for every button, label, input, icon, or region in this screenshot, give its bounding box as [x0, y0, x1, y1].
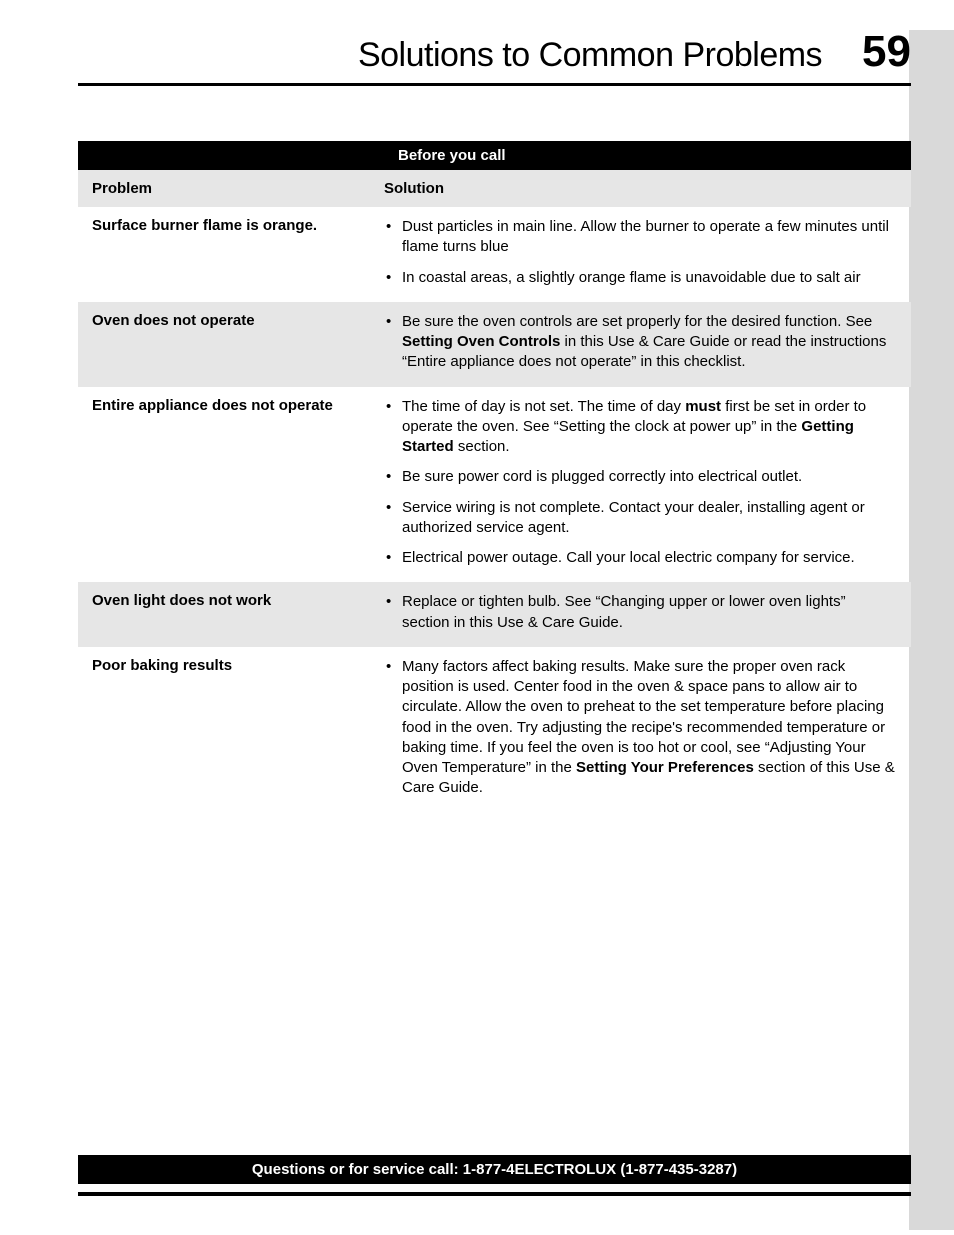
table-section-label: Before you call — [78, 141, 911, 170]
table-header-row: Problem Solution — [78, 170, 911, 207]
solution-cell: Replace or tighten bulb. See “Changing u… — [384, 592, 897, 633]
solution-cell: The time of day is not set. The time of … — [384, 397, 897, 569]
solution-cell: Dust particles in main line. Allow the b… — [384, 217, 897, 288]
table-row: Oven does not operate Be sure the oven c… — [78, 302, 911, 387]
page-header: Solutions to Common Problems 59 — [78, 30, 911, 86]
solution-cell: Be sure the oven controls are set proper… — [384, 312, 897, 373]
footer-service-line: Questions or for service call: 1-877-4EL… — [78, 1155, 911, 1184]
side-tab — [909, 30, 954, 1230]
list-item: Dust particles in main line. Allow the b… — [384, 217, 897, 258]
table-row: Poor baking results Many factors affect … — [78, 647, 911, 813]
solution-cell: Many factors affect baking results. Make… — [384, 657, 897, 799]
problem-cell: Surface burner flame is orange. — [92, 217, 384, 288]
problem-cell: Oven does not operate — [92, 312, 384, 373]
page-footer: Questions or for service call: 1-877-4EL… — [78, 1155, 911, 1196]
table-row: Oven light does not work Replace or tigh… — [78, 582, 911, 647]
page-body: Solutions to Common Problems 59 Before y… — [78, 30, 911, 813]
list-item: Be sure power cord is plugged correctly … — [384, 467, 897, 487]
table-row: Entire appliance does not operate The ti… — [78, 387, 911, 583]
list-item: In coastal areas, a slightly orange flam… — [384, 268, 897, 288]
list-item: Many factors affect baking results. Make… — [384, 657, 897, 799]
page-number: 59 — [862, 30, 911, 74]
col-header-problem: Problem — [92, 180, 384, 197]
list-item: Replace or tighten bulb. See “Changing u… — [384, 592, 897, 633]
list-item: The time of day is not set. The time of … — [384, 397, 897, 458]
list-item: Electrical power outage. Call your local… — [384, 548, 897, 568]
list-item: Be sure the oven controls are set proper… — [384, 312, 897, 373]
troubleshooting-table: Before you call Problem Solution Surface… — [78, 141, 911, 813]
col-header-solution: Solution — [384, 180, 897, 197]
problem-cell: Poor baking results — [92, 657, 384, 799]
page-title: Solutions to Common Problems — [78, 36, 832, 75]
table-row: Surface burner flame is orange. Dust par… — [78, 207, 911, 302]
problem-cell: Entire appliance does not operate — [92, 397, 384, 569]
footer-rule — [78, 1192, 911, 1196]
problem-cell: Oven light does not work — [92, 592, 384, 633]
list-item: Service wiring is not complete. Contact … — [384, 498, 897, 539]
